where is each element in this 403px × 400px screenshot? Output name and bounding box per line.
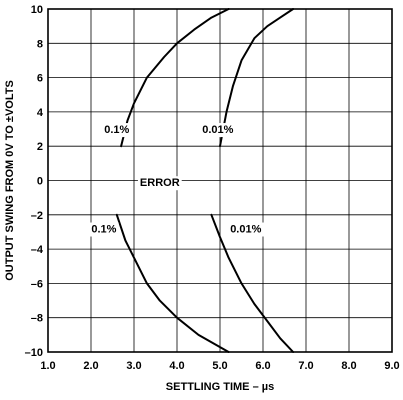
annotation-1: 0.01% xyxy=(200,123,236,138)
y-tick-label: –4 xyxy=(31,244,44,256)
annotation-label-4: 0.01% xyxy=(230,224,261,236)
annotation-bg-1 xyxy=(200,123,236,138)
annotation-label-3: 0.1% xyxy=(91,224,116,236)
series-line-1 xyxy=(219,8,295,148)
x-tick-label: 5.0 xyxy=(212,360,227,372)
x-tick-label: 9.0 xyxy=(384,360,399,372)
x-tick-label: 4.0 xyxy=(169,360,184,372)
x-tick-label: 1.0 xyxy=(40,360,55,372)
annotation-4: 0.01% xyxy=(228,222,264,237)
annotation-bg-0 xyxy=(102,123,132,138)
x-tick-label: 3.0 xyxy=(126,360,141,372)
annotations: 0.1% 0.01% ERROR 0.1% 0.01% xyxy=(89,123,264,237)
x-tick-label: 7.0 xyxy=(298,360,313,372)
y-tick-label: 4 xyxy=(37,107,44,119)
annotation-bg-3 xyxy=(89,222,119,237)
y-tick-label: –2 xyxy=(31,210,43,222)
y-tick-label: –10 xyxy=(25,347,43,359)
annotation-0: 0.1% xyxy=(102,123,132,138)
plot-frame xyxy=(47,8,393,353)
x-tick-label: 2.0 xyxy=(83,360,98,372)
y-tick-label: 8 xyxy=(37,38,43,50)
series-line-0 xyxy=(120,8,230,148)
y-tick-label: 10 xyxy=(31,4,43,16)
x-tick-label: 6.0 xyxy=(255,360,270,372)
x-tick-labels: 1.0 2.0 3.0 4.0 5.0 6.0 7.0 8.0 9.0 xyxy=(40,360,399,372)
annotation-3: 0.1% xyxy=(89,222,119,237)
y-tick-label: 0 xyxy=(37,176,43,188)
y-tick-labels: 10 8 6 4 2 0 –2 –4 –6 –8 –10 xyxy=(25,4,44,359)
x-axis-title: SETTLING TIME – µs xyxy=(166,381,274,393)
annotation-bg-4 xyxy=(228,222,264,237)
y-tick-label: 6 xyxy=(37,73,43,85)
series-line-3 xyxy=(210,213,295,353)
y-axis-title: OUTPUT SWING FROM 0V TO ±VOLTS xyxy=(4,80,16,281)
series-group xyxy=(115,8,295,353)
annotation-2: ERROR xyxy=(137,176,182,191)
annotation-label-0: 0.1% xyxy=(104,124,129,136)
series-line-2 xyxy=(115,213,230,353)
grid xyxy=(47,8,393,353)
annotation-label-1: 0.01% xyxy=(202,124,233,136)
y-tick-label: –6 xyxy=(31,278,43,290)
x-tick-label: 8.0 xyxy=(341,360,356,372)
annotation-bg-2 xyxy=(137,176,182,191)
annotation-label-2: ERROR xyxy=(140,177,180,189)
y-tick-label: –8 xyxy=(31,313,43,325)
y-tick-label: 2 xyxy=(37,141,43,153)
